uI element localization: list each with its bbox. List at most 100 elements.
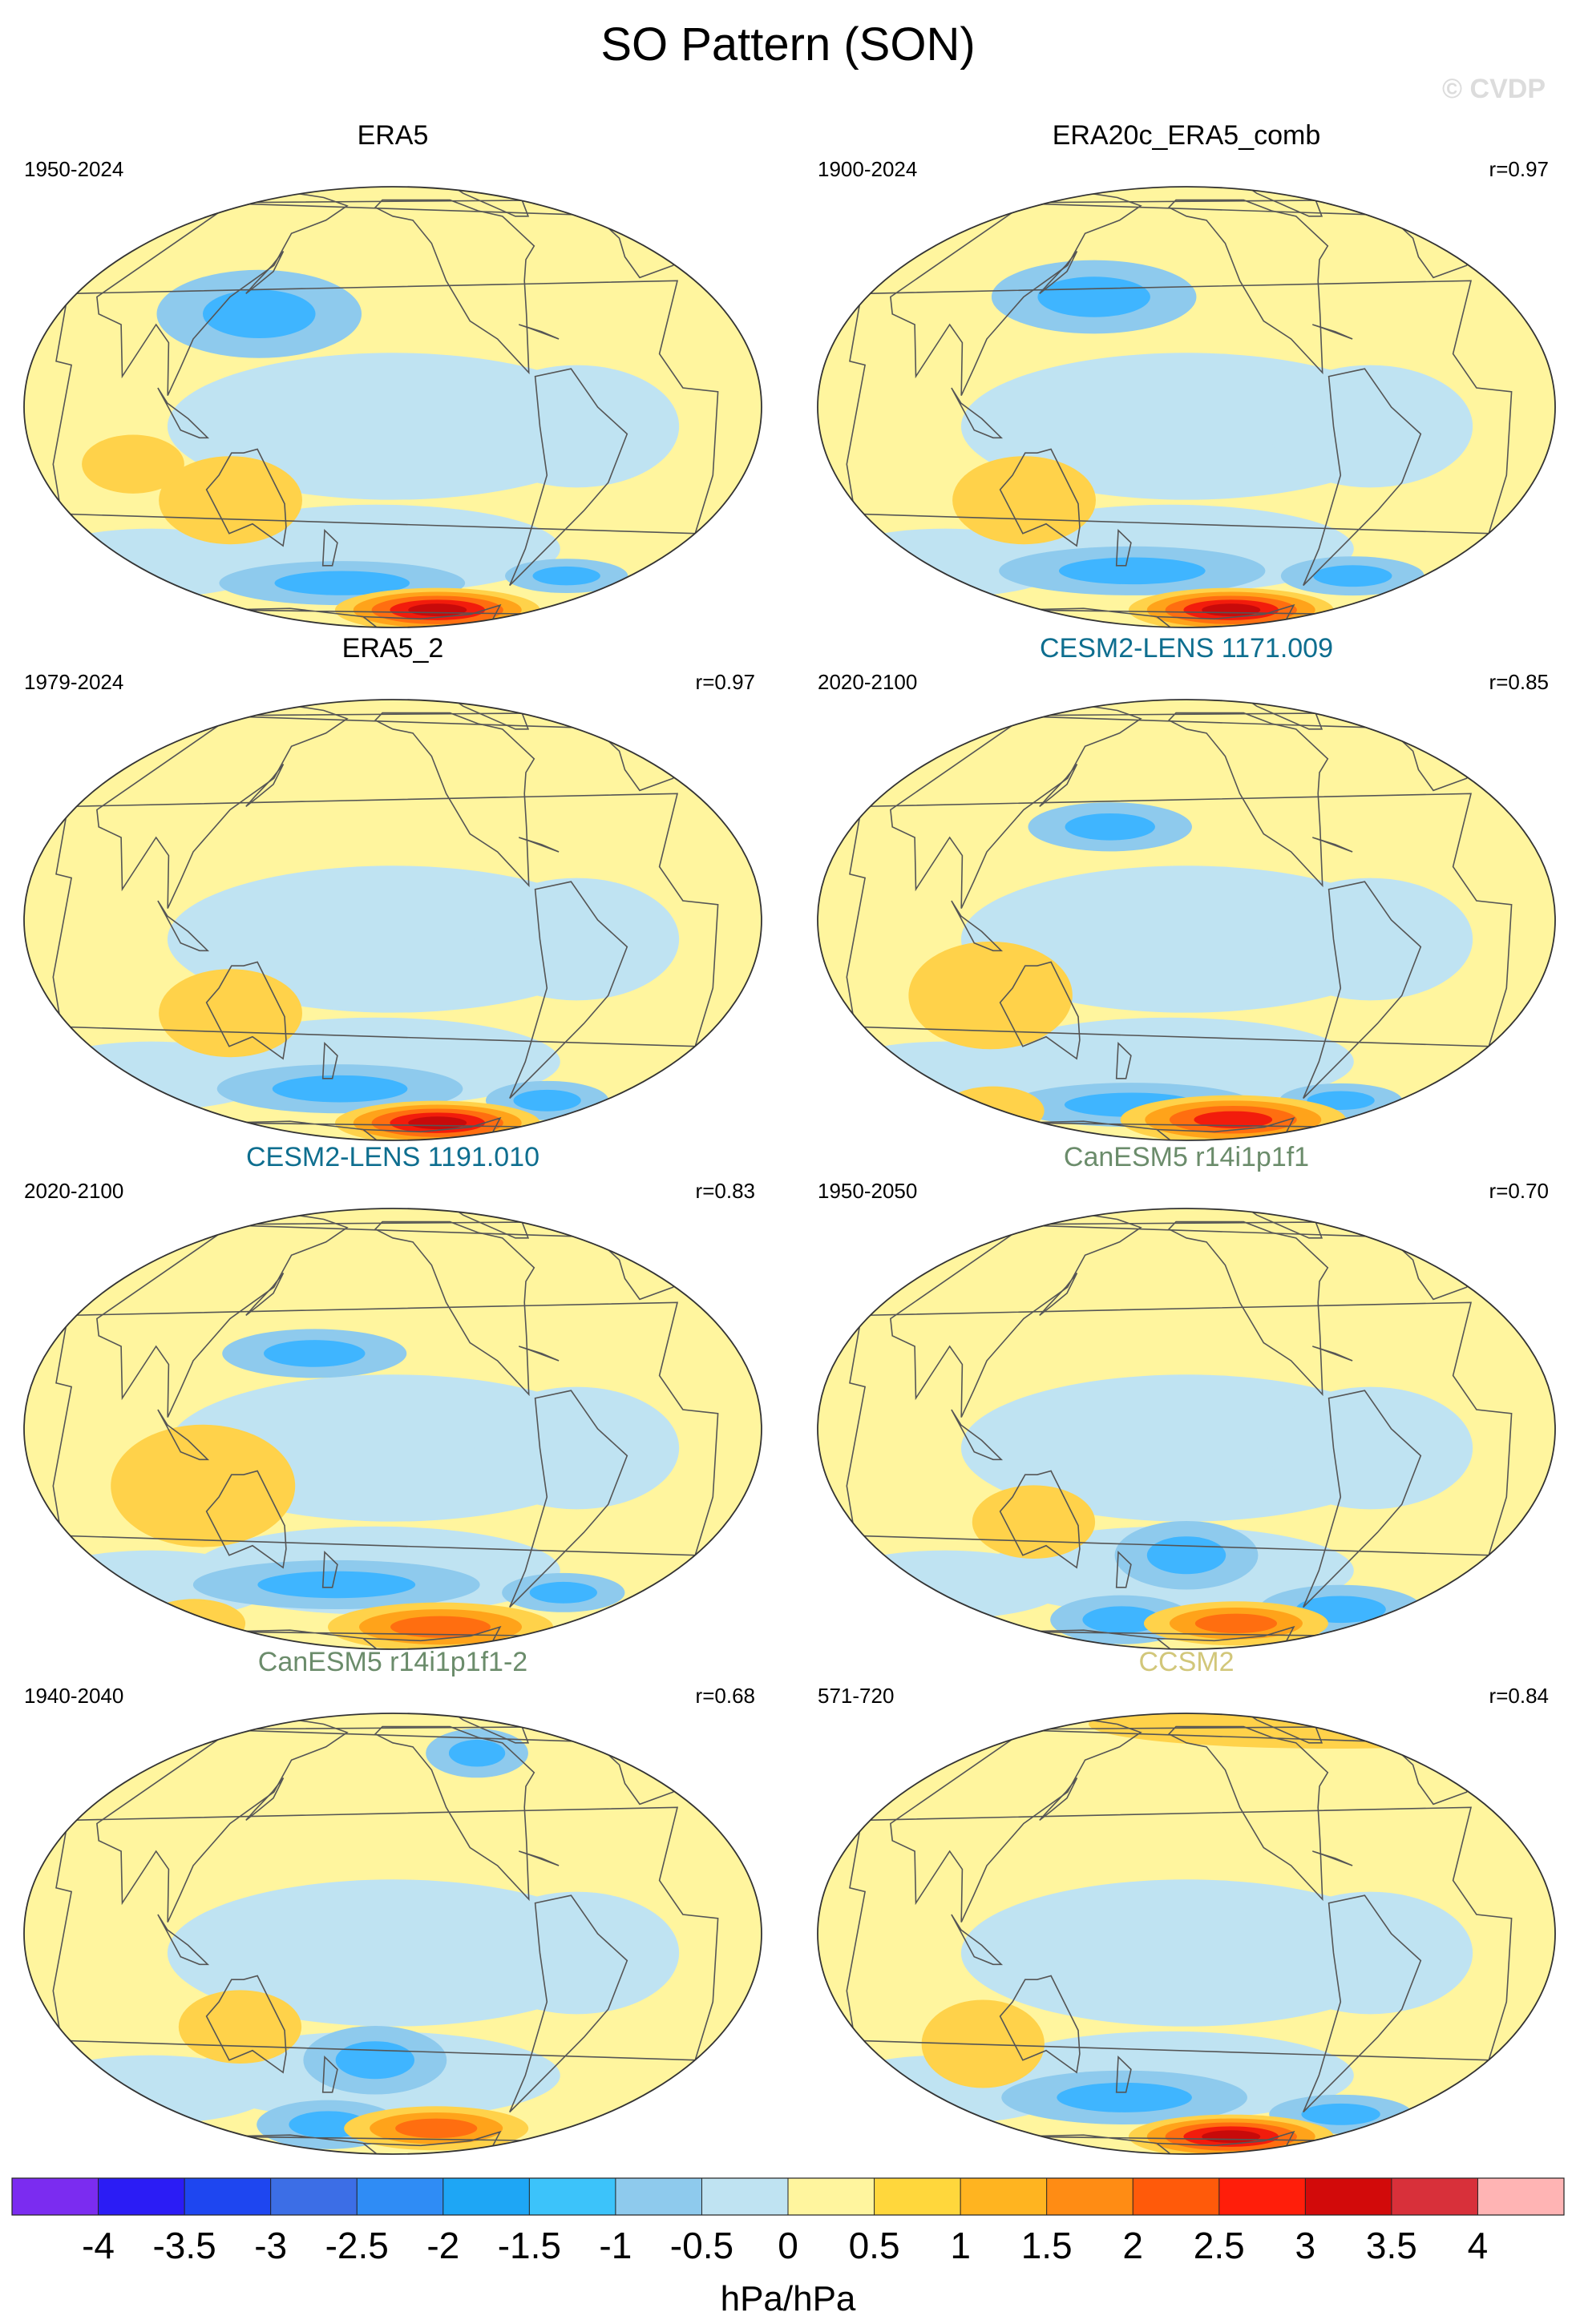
colorbar-segment — [529, 2178, 616, 2215]
coastline-new-zealand — [1115, 2055, 1132, 2093]
pos-anomaly — [111, 1424, 296, 1547]
panel-period: 2020-2100 — [24, 1179, 124, 1203]
panel: ERA5 1950-2024 — [16, 120, 770, 633]
neg-anomaly-core — [1313, 565, 1392, 587]
colorbar-tick-label: 0 — [778, 2225, 798, 2266]
coastline-australia — [205, 961, 287, 1060]
neg-anomaly-core — [1037, 276, 1150, 317]
colorbar-segment — [1477, 2178, 1565, 2215]
colorbar-segment — [12, 2178, 99, 2215]
coastline-japan — [1039, 1273, 1078, 1317]
coastline-antilles — [1312, 324, 1353, 340]
panel-correlation: r=0.85 — [1489, 670, 1549, 694]
neg-anomaly-core — [1058, 557, 1206, 585]
coastline-australia — [999, 448, 1081, 547]
coastline-japan — [1039, 764, 1078, 808]
coastline-indonesia — [157, 387, 210, 439]
coastline-australia — [205, 448, 287, 547]
figure-title: SO Pattern (SON) — [600, 18, 976, 71]
colorbar-segment — [1391, 2178, 1478, 2215]
pos-core-level — [390, 1616, 491, 1638]
neg-anomaly-core — [529, 1581, 597, 1604]
panel: CESM2-LENS 1171.009 2020-2100 r=0.85 — [810, 633, 1563, 1146]
panel-period: 1940-2040 — [24, 1684, 124, 1708]
neg-anomaly-core — [532, 566, 600, 586]
coastline-north-america — [374, 199, 535, 375]
coastline-new-zealand — [1115, 1041, 1132, 1079]
pos-core-level — [1202, 2130, 1261, 2143]
coastline-new-zealand — [321, 1550, 338, 1588]
colorbar-tick-label: 4 — [1468, 2225, 1489, 2266]
map-border — [817, 1208, 1556, 1650]
colorbar-tick-label: 2.5 — [1194, 2225, 1245, 2266]
coastline-south-america — [509, 1894, 628, 2113]
coastline-japan — [1039, 251, 1078, 295]
colorbar-tick-label: -4 — [82, 2225, 115, 2266]
coastline-asia — [890, 1214, 1142, 1418]
coastline-australia — [205, 1975, 287, 2074]
coastline-australia — [999, 1975, 1081, 2074]
coastline-new-zealand — [321, 528, 338, 567]
panel-map — [23, 699, 762, 1141]
colorbar-segment — [960, 2178, 1048, 2215]
coastline-japan — [245, 251, 285, 295]
panel-period: 1950-2050 — [818, 1179, 918, 1203]
panel: CCSM2 571-720 r=0.84 — [810, 1647, 1563, 2160]
neg-atlantic-band — [1267, 365, 1473, 488]
colorbar-segment — [184, 2178, 272, 2215]
coastline-japan — [245, 764, 285, 808]
map-border — [23, 1713, 762, 2155]
coastline-north-america — [374, 712, 535, 888]
colorbar-segment — [1046, 2178, 1134, 2215]
coastline-south-america — [509, 881, 628, 1099]
colorbar-segment — [1305, 2178, 1392, 2215]
neg-anomaly-core — [272, 1075, 408, 1103]
coastline-asia — [96, 1719, 349, 1923]
colorbar-tick-label: -2.5 — [325, 2225, 389, 2266]
neg-atlantic-band — [474, 878, 680, 1001]
panel-correlation: r=0.83 — [695, 1179, 755, 1203]
neg-atlantic-band — [1267, 878, 1473, 1001]
neg-anomaly-core — [1146, 1536, 1226, 1575]
coastline-south-america — [1303, 368, 1422, 587]
pos-anomaly — [159, 969, 302, 1058]
coastline-antilles — [519, 837, 560, 853]
coastline-australia — [999, 1470, 1081, 1569]
neg-anomaly-core — [1082, 1606, 1162, 1633]
neg-anomaly-core — [274, 571, 410, 595]
coastline-antilles — [519, 324, 560, 340]
pos-core-level — [1194, 1111, 1273, 1128]
pos-anomaly — [82, 434, 184, 494]
map-border — [23, 186, 762, 628]
coastline-south-america — [1303, 881, 1422, 1099]
panel-map — [23, 1208, 762, 1650]
map-border — [817, 186, 1556, 628]
neg-anomaly-core — [257, 1571, 416, 1599]
neg-indian-south — [822, 1550, 1069, 1620]
colorbar-tick-label: 0.5 — [849, 2225, 900, 2266]
colorbar-segment — [1218, 2178, 1306, 2215]
coastline-asia — [890, 1719, 1142, 1923]
colorbar-tick-label: -0.5 — [670, 2225, 733, 2266]
coastline-asia — [890, 192, 1142, 396]
neg-anomaly-core — [1065, 813, 1155, 841]
coastline-australia — [205, 1470, 287, 1569]
coastline-africa — [846, 1301, 1513, 1556]
panel-period: 1950-2024 — [24, 157, 124, 181]
coastline-indonesia — [157, 1914, 210, 1966]
neg-anomaly-core — [202, 289, 316, 339]
coastline-new-zealand — [1115, 1550, 1132, 1588]
coastline-north-america — [1167, 199, 1329, 375]
coastline-north-america — [1167, 1221, 1329, 1397]
panel-title: CanESM5 r14i1p1f1-2 — [257, 1647, 528, 1677]
panel-period: 1979-2024 — [24, 670, 124, 694]
neg-indian-south — [28, 2055, 275, 2124]
map-border — [23, 1208, 762, 1650]
colorbar-segment — [788, 2178, 875, 2215]
neg-anomaly-core — [335, 2041, 415, 2080]
coastline-indonesia — [157, 900, 210, 952]
pos-core-level — [1202, 603, 1261, 616]
coastline-north-america — [374, 1221, 535, 1397]
coastline-south-america — [509, 1390, 628, 1608]
colorbar-tick-label: 1.5 — [1021, 2225, 1073, 2266]
